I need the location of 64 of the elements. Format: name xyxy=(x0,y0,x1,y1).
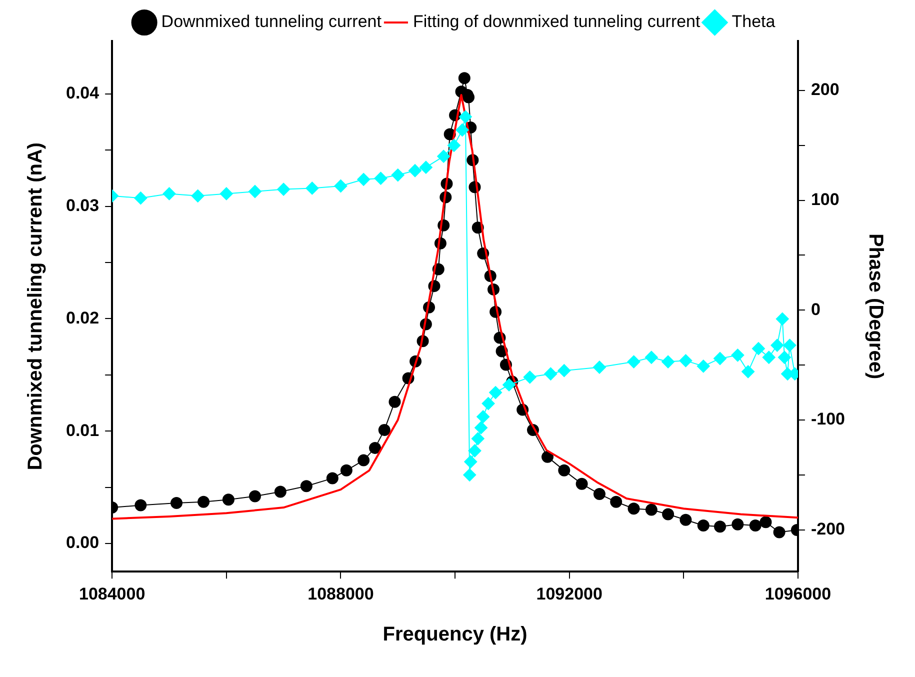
x-tick-label: 1084000 xyxy=(78,584,146,604)
point xyxy=(662,355,675,368)
point xyxy=(474,421,488,434)
point xyxy=(191,189,204,202)
point xyxy=(456,123,469,136)
point xyxy=(463,468,476,482)
y2-tick-label: -100 xyxy=(810,410,846,429)
x-tick-label: 1096000 xyxy=(764,584,832,604)
point xyxy=(770,338,784,352)
point xyxy=(334,180,348,193)
x-tick-label: 1088000 xyxy=(308,584,374,604)
legend-label: Theta xyxy=(732,12,776,32)
point xyxy=(696,360,710,373)
point xyxy=(134,192,148,205)
point xyxy=(762,350,776,364)
y2-tick-label: 200 xyxy=(810,80,840,100)
point xyxy=(523,370,536,384)
point xyxy=(627,355,640,368)
point xyxy=(502,378,516,392)
point xyxy=(464,455,478,468)
y-tick-label: 0.01 xyxy=(66,420,100,440)
point xyxy=(783,338,796,352)
point xyxy=(482,397,495,410)
point xyxy=(752,342,765,356)
point xyxy=(374,172,388,185)
legend-label: Fitting of downmixed tunneling current xyxy=(412,12,701,32)
y-tick-label: 0.00 xyxy=(66,533,100,552)
x-axis-title: Frequency (Hz) xyxy=(382,624,528,646)
point xyxy=(476,410,490,424)
point xyxy=(471,432,484,446)
x-tick-label: 1092000 xyxy=(536,584,602,604)
point xyxy=(489,386,502,400)
point xyxy=(277,182,290,196)
point xyxy=(357,172,370,186)
y2-tick-label: 100 xyxy=(810,190,840,209)
point xyxy=(248,185,262,198)
point xyxy=(458,110,472,124)
y-tick-label: 0.03 xyxy=(66,196,100,215)
point xyxy=(437,150,450,163)
point xyxy=(391,168,404,182)
y-axis-title: Downmixed tunneling current (nA) xyxy=(24,142,47,470)
y2-tick-label: 0 xyxy=(810,300,820,319)
point xyxy=(306,182,319,195)
point xyxy=(448,138,460,152)
point xyxy=(714,352,727,365)
point xyxy=(558,364,571,378)
point xyxy=(778,350,791,364)
point xyxy=(468,444,482,458)
y2-axis-title: Phase (Degree) xyxy=(864,233,886,380)
point xyxy=(731,348,744,362)
point xyxy=(644,350,658,364)
legend-label: Downmixed tunneling current xyxy=(161,12,382,32)
y2-tick-label: -200 xyxy=(810,520,846,539)
point xyxy=(742,365,755,378)
point xyxy=(419,160,432,174)
point xyxy=(592,360,606,374)
point xyxy=(220,187,233,200)
point xyxy=(408,164,422,178)
y-tick-label: 0.02 xyxy=(66,308,100,328)
point xyxy=(776,312,789,326)
y-tick-label: 0.04 xyxy=(66,84,100,103)
point xyxy=(544,367,558,380)
point xyxy=(679,354,692,368)
point xyxy=(162,187,176,200)
